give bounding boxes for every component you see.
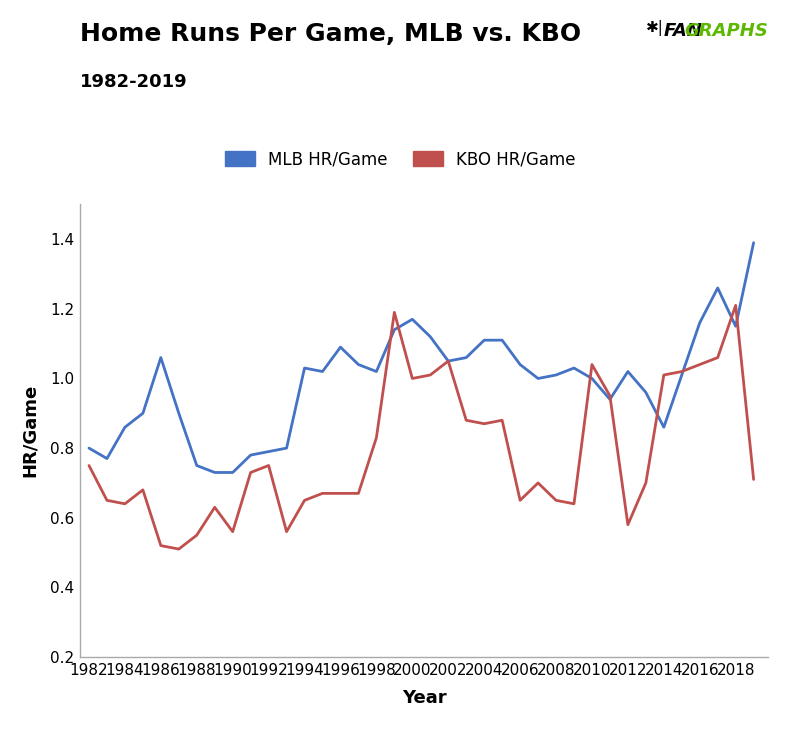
MLB HR/Game: [569, 364, 578, 372]
KBO HR/Game: [336, 489, 346, 498]
MLB HR/Game: [84, 444, 94, 453]
MLB HR/Game: [515, 360, 525, 369]
Text: 1982-2019: 1982-2019: [80, 73, 188, 91]
KBO HR/Game: [426, 371, 435, 380]
MLB HR/Game: [534, 374, 543, 383]
MLB HR/Game: [713, 283, 722, 292]
Legend: MLB HR/Game, KBO HR/Game: MLB HR/Game, KBO HR/Game: [218, 143, 582, 174]
KBO HR/Game: [138, 485, 148, 494]
MLB HR/Game: [228, 468, 238, 477]
KBO HR/Game: [641, 479, 650, 488]
KBO HR/Game: [534, 479, 543, 488]
MLB HR/Game: [264, 447, 274, 456]
MLB HR/Game: [120, 423, 130, 431]
MLB HR/Game: [156, 353, 166, 362]
Y-axis label: HR/Game: HR/Game: [21, 384, 39, 477]
MLB HR/Game: [659, 423, 669, 431]
KBO HR/Game: [731, 301, 741, 310]
MLB HR/Game: [605, 395, 614, 404]
KBO HR/Game: [390, 308, 399, 317]
MLB HR/Game: [390, 326, 399, 334]
MLB HR/Game: [587, 374, 597, 383]
Text: ✱|: ✱|: [646, 20, 664, 36]
Line: MLB HR/Game: MLB HR/Game: [89, 242, 754, 472]
MLB HR/Game: [354, 360, 363, 369]
KBO HR/Game: [407, 374, 417, 383]
MLB HR/Game: [192, 461, 202, 470]
MLB HR/Game: [102, 454, 112, 463]
MLB HR/Game: [623, 367, 633, 376]
KBO HR/Game: [102, 496, 112, 504]
MLB HR/Game: [749, 238, 758, 247]
KBO HR/Game: [443, 357, 453, 366]
Line: KBO HR/Game: KBO HR/Game: [89, 305, 754, 549]
MLB HR/Game: [641, 388, 650, 397]
KBO HR/Game: [318, 489, 327, 498]
KBO HR/Game: [300, 496, 310, 504]
KBO HR/Game: [246, 468, 255, 477]
KBO HR/Game: [264, 461, 274, 470]
MLB HR/Game: [282, 444, 291, 453]
KBO HR/Game: [551, 496, 561, 504]
MLB HR/Game: [246, 450, 255, 459]
Text: FAN: FAN: [664, 22, 703, 40]
MLB HR/Game: [695, 318, 705, 327]
KBO HR/Game: [623, 520, 633, 529]
KBO HR/Game: [282, 527, 291, 536]
KBO HR/Game: [210, 503, 219, 512]
KBO HR/Game: [354, 489, 363, 498]
KBO HR/Game: [84, 461, 94, 470]
KBO HR/Game: [498, 416, 507, 425]
KBO HR/Game: [677, 367, 686, 376]
KBO HR/Game: [462, 416, 471, 425]
KBO HR/Game: [515, 496, 525, 504]
MLB HR/Game: [462, 353, 471, 362]
MLB HR/Game: [138, 409, 148, 418]
KBO HR/Game: [695, 360, 705, 369]
MLB HR/Game: [426, 332, 435, 341]
MLB HR/Game: [336, 343, 346, 352]
MLB HR/Game: [300, 364, 310, 372]
KBO HR/Game: [371, 434, 381, 442]
KBO HR/Game: [713, 353, 722, 362]
MLB HR/Game: [677, 371, 686, 380]
Text: Home Runs Per Game, MLB vs. KBO: Home Runs Per Game, MLB vs. KBO: [80, 22, 581, 46]
KBO HR/Game: [659, 371, 669, 380]
KBO HR/Game: [587, 360, 597, 369]
MLB HR/Game: [498, 336, 507, 345]
MLB HR/Game: [407, 315, 417, 323]
KBO HR/Game: [605, 391, 614, 400]
MLB HR/Game: [731, 322, 741, 331]
MLB HR/Game: [318, 367, 327, 376]
X-axis label: Year: Year: [402, 688, 446, 707]
MLB HR/Game: [443, 357, 453, 366]
KBO HR/Game: [569, 499, 578, 508]
KBO HR/Game: [120, 499, 130, 508]
KBO HR/Game: [192, 531, 202, 539]
MLB HR/Game: [174, 409, 183, 418]
MLB HR/Game: [210, 468, 219, 477]
Text: GRAPHS: GRAPHS: [684, 22, 768, 40]
MLB HR/Game: [371, 367, 381, 376]
KBO HR/Game: [228, 527, 238, 536]
KBO HR/Game: [156, 541, 166, 550]
KBO HR/Game: [174, 545, 183, 553]
KBO HR/Game: [749, 475, 758, 484]
MLB HR/Game: [551, 371, 561, 380]
MLB HR/Game: [479, 336, 489, 345]
KBO HR/Game: [479, 419, 489, 428]
